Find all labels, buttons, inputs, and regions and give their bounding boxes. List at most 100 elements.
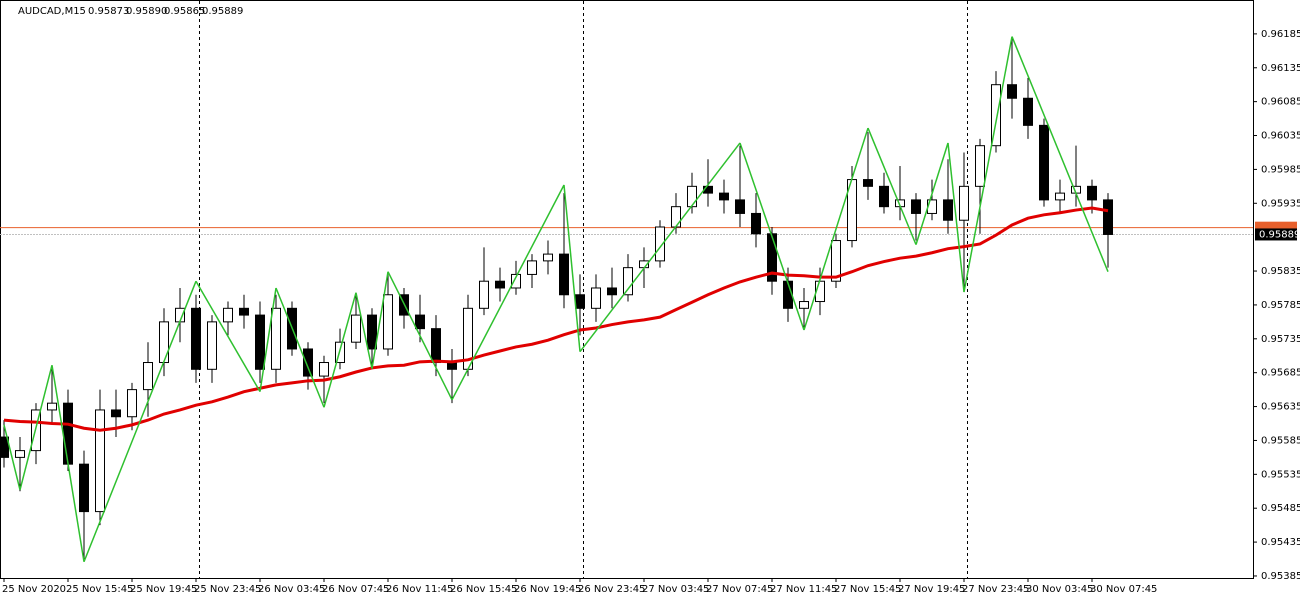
candle-body xyxy=(527,260,537,275)
candle-body xyxy=(207,321,217,370)
candle-body xyxy=(159,321,169,364)
x-tick-label: 27 Nov 19:45 xyxy=(898,584,965,595)
zigzag-segment xyxy=(323,292,357,408)
candle-body xyxy=(303,348,313,377)
candle-body xyxy=(63,402,73,465)
x-tick-label: 27 Nov 15:45 xyxy=(834,584,901,595)
candle-body xyxy=(735,199,745,214)
candle-body xyxy=(79,463,89,513)
candle-body xyxy=(671,206,681,228)
quote-high: 0.95890 xyxy=(126,6,167,17)
x-tick-label: 27 Nov 11:45 xyxy=(770,584,837,595)
candle-body xyxy=(863,179,873,187)
zigzag-segment xyxy=(355,292,373,369)
y-tick-label: 0.95735 xyxy=(1261,334,1300,345)
x-tick-label: 27 Nov 07:45 xyxy=(706,584,773,595)
candle-body xyxy=(319,362,329,377)
candle-body xyxy=(1039,124,1049,201)
candle-body xyxy=(479,280,489,309)
candle-body xyxy=(351,314,361,343)
candle-body xyxy=(543,253,553,262)
candle-body xyxy=(383,294,393,350)
candle-body xyxy=(95,409,105,513)
candle-body xyxy=(495,280,505,289)
x-tick-label: 30 Nov 03:45 xyxy=(1026,584,1093,595)
x-tick-label: 25 Nov 2020 xyxy=(2,584,66,595)
candle-body xyxy=(623,267,633,296)
x-tick-label: 26 Nov 07:45 xyxy=(322,584,389,595)
zigzag-segment xyxy=(803,127,869,331)
candle-body xyxy=(191,307,201,370)
y-tick-label: 0.95985 xyxy=(1261,164,1300,175)
x-tick-label: 26 Nov 19:45 xyxy=(514,584,581,595)
zigzag-segment xyxy=(3,424,21,491)
x-tick-label: 26 Nov 15:45 xyxy=(450,584,517,595)
x-tick-label: 25 Nov 15:45 xyxy=(66,584,133,595)
y-tick-label: 0.96135 xyxy=(1261,63,1300,74)
zigzag-segment xyxy=(915,142,949,245)
zigzag-segment xyxy=(451,184,565,401)
zigzag-segment xyxy=(259,287,277,392)
candle-body xyxy=(559,253,569,296)
zigzag-segment xyxy=(371,271,389,369)
candle-body xyxy=(223,307,233,323)
y-tick-label: 0.95585 xyxy=(1261,435,1300,446)
candle-body xyxy=(687,185,697,208)
zigzag-segment xyxy=(195,280,261,393)
y-tick-label: 0.95935 xyxy=(1261,198,1300,209)
zigzag-segment xyxy=(579,142,741,353)
y-tick-label: 0.95835 xyxy=(1261,266,1300,277)
candle-body xyxy=(975,145,985,187)
zigzag-segment xyxy=(83,280,197,563)
candle-body xyxy=(655,226,665,262)
candle-body xyxy=(943,199,953,221)
x-tick-label: 26 Nov 23:45 xyxy=(578,584,645,595)
candle-body xyxy=(143,362,153,391)
candle-body xyxy=(719,192,729,201)
y-tick-label: 0.95485 xyxy=(1261,503,1300,514)
candle-body xyxy=(47,402,57,411)
y-tick-label: 0.96085 xyxy=(1261,97,1300,108)
y-tick-label: 0.95435 xyxy=(1261,537,1300,548)
candle-body xyxy=(255,314,265,370)
zigzag-segment xyxy=(51,365,85,562)
plot-frame xyxy=(0,0,1254,579)
day-separators xyxy=(199,1,968,578)
candle-body xyxy=(1007,84,1017,99)
candle-body xyxy=(991,84,1001,147)
candle-body xyxy=(415,314,425,330)
y-tick-label: 0.95535 xyxy=(1261,469,1300,480)
moving-average xyxy=(3,206,1109,432)
candle-body xyxy=(447,362,457,370)
candle-body xyxy=(751,212,761,235)
candle-body xyxy=(767,233,777,282)
zigzag-segment xyxy=(947,142,965,293)
candle-body xyxy=(831,240,841,282)
current-price-box xyxy=(1255,228,1297,241)
zigzag-segment xyxy=(1011,36,1109,273)
x-tick-label: 26 Nov 03:45 xyxy=(258,584,325,595)
candle-body xyxy=(591,287,601,309)
zigzag-segment xyxy=(739,142,805,331)
candle-body xyxy=(271,307,281,370)
candle-body xyxy=(239,307,249,316)
y-tick-label: 0.96185 xyxy=(1261,29,1300,40)
x-tick-label: 30 Nov 07:45 xyxy=(1090,584,1157,595)
x-tick-label: 27 Nov 03:45 xyxy=(642,584,709,595)
level-label-box xyxy=(1255,221,1297,232)
candle-body xyxy=(1087,185,1097,201)
quote-close: 0.95889 xyxy=(202,6,243,17)
quote-open: 0.95873 xyxy=(88,6,129,17)
zigzag-segment xyxy=(19,365,53,491)
candle-body xyxy=(959,185,969,221)
candle-body xyxy=(431,328,441,364)
candle-body xyxy=(1023,97,1033,126)
candle-body xyxy=(1103,199,1113,235)
x-tick-label: 25 Nov 19:45 xyxy=(130,584,197,595)
y-tick-label: 0.95635 xyxy=(1261,402,1300,413)
x-tick-label: 26 Nov 11:45 xyxy=(386,584,453,595)
candle-body xyxy=(367,314,377,350)
zigzag-segment xyxy=(387,271,453,401)
zigzag-segment xyxy=(867,127,917,245)
